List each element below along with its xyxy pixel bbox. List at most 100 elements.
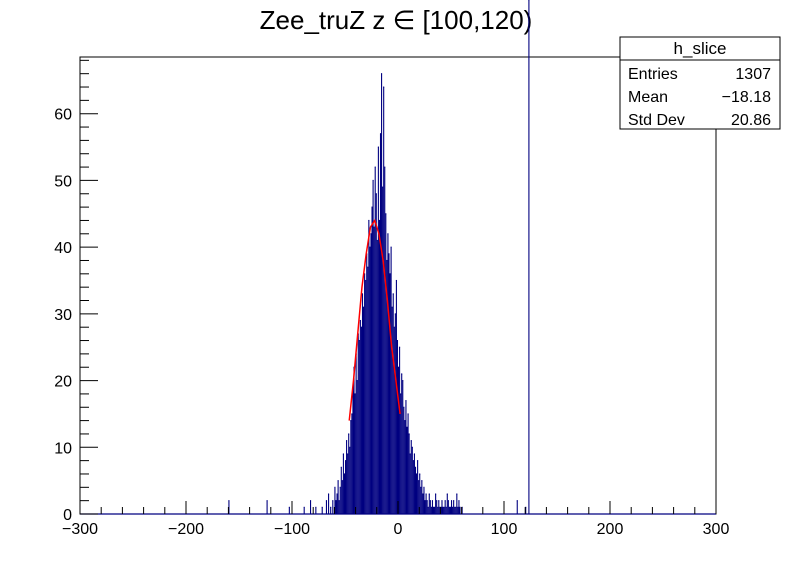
histogram-bin (390, 246, 392, 514)
histogram-bin (397, 366, 400, 514)
histogram-bin (361, 293, 364, 514)
histogram-bin (458, 500, 460, 514)
fit-curve (348, 218, 401, 421)
histogram-bin (367, 266, 369, 514)
y-tick-label: 0 (63, 507, 72, 524)
histogram-bin (426, 500, 428, 514)
histogram-bin (343, 473, 346, 514)
histogram-bin (418, 480, 420, 514)
histogram-bin (410, 440, 412, 514)
histogram-bin (354, 393, 356, 514)
histogram-bin (393, 326, 395, 514)
histogram-bin (407, 413, 409, 514)
histogram-bin (358, 339, 360, 514)
y-tick-label: 60 (54, 107, 72, 124)
stats-mean-value: −18.18 (722, 89, 771, 106)
histogram-bin (336, 493, 338, 514)
histogram-bin (337, 480, 339, 514)
y-tick-label: 50 (54, 173, 72, 190)
histogram-bin (444, 500, 446, 514)
stats-stddev-value: 20.86 (731, 112, 771, 129)
histogram-bin (357, 333, 359, 514)
histogram-bin (382, 186, 384, 514)
histogram-bin (441, 500, 443, 514)
histogram-bin (346, 440, 348, 514)
histogram-bin (335, 500, 337, 514)
histogram-bin (434, 506, 436, 514)
histogram-bin (423, 486, 425, 514)
histogram-bin (365, 279, 367, 514)
histogram-bin (350, 420, 352, 514)
fit-line (348, 218, 401, 421)
histogram-bin (409, 453, 411, 514)
histogram-bin (452, 506, 454, 514)
histogram-bin (387, 233, 389, 514)
histogram-bin (454, 506, 456, 514)
histogram-bin (344, 460, 347, 514)
histogram-bin (355, 353, 357, 514)
histogram-bin (352, 386, 354, 514)
histogram-bin (457, 506, 459, 514)
histogram-bin (443, 506, 445, 514)
histogram-bin (341, 480, 343, 514)
histogram-bin (417, 460, 419, 514)
histogram-bin (392, 293, 394, 514)
histogram-bin (383, 86, 385, 514)
histogram-bin (456, 493, 458, 514)
histogram-bin (404, 420, 406, 514)
histogram-bin (412, 460, 414, 514)
histogram-bin (325, 500, 328, 514)
histogram-bin (309, 500, 312, 514)
histogram-bin (400, 393, 402, 514)
histogram-bin (356, 380, 358, 514)
histogram-bin (369, 246, 371, 514)
histogram-bin (351, 413, 353, 514)
histogram-bin (385, 213, 387, 514)
histogram-bin (516, 500, 518, 514)
histogram-bin (349, 446, 351, 514)
histogram-bin (411, 446, 413, 514)
histogram-bin (384, 166, 386, 514)
histogram-bin (376, 239, 378, 514)
histogram-bin (378, 219, 381, 514)
chart-title: Zee_truZ z ∈ [100,120) (260, 5, 533, 35)
y-axis: 0 10 20 30 40 50 60 (54, 59, 98, 524)
histogram-bin (303, 506, 305, 514)
stats-stddev-label: Std Dev (628, 112, 685, 129)
histogram-bin (366, 253, 368, 514)
histogram-bin (422, 493, 424, 514)
histogram-bin (370, 233, 372, 514)
histogram-bin (334, 486, 336, 514)
histogram-bin (414, 466, 417, 514)
histogram-bin (405, 400, 407, 514)
histogram-bin (353, 366, 355, 514)
histogram-bin (427, 506, 429, 514)
histogram-bin (413, 453, 415, 514)
histogram-bin (421, 480, 423, 514)
histogram-bin (373, 226, 375, 514)
histogram-bin (348, 433, 350, 514)
histogram-bin (419, 473, 421, 514)
histogram-bin (447, 500, 449, 514)
stats-box-title: h_slice (674, 39, 727, 58)
histogram-bin (340, 466, 342, 514)
histogram-bin (528, 0, 530, 514)
histogram-bin (420, 486, 422, 514)
histogram-bin (406, 426, 408, 514)
histogram-bin (347, 453, 349, 514)
stats-mean-label: Mean (628, 89, 668, 106)
histogram-bin (338, 500, 340, 514)
histogram-bin (401, 373, 403, 514)
histogram-bin (442, 506, 444, 514)
histogram-bin (403, 406, 405, 514)
histogram-bin (359, 319, 361, 514)
histogram-bin (436, 500, 438, 514)
stats-entries-value: 1307 (735, 66, 771, 83)
histogram-bin (381, 73, 383, 514)
histogram-bin (450, 500, 453, 514)
histogram-bin (328, 493, 330, 514)
y-tick-label: 10 (54, 440, 72, 457)
histogram-bin (430, 506, 432, 514)
histogram-bin (339, 486, 341, 514)
